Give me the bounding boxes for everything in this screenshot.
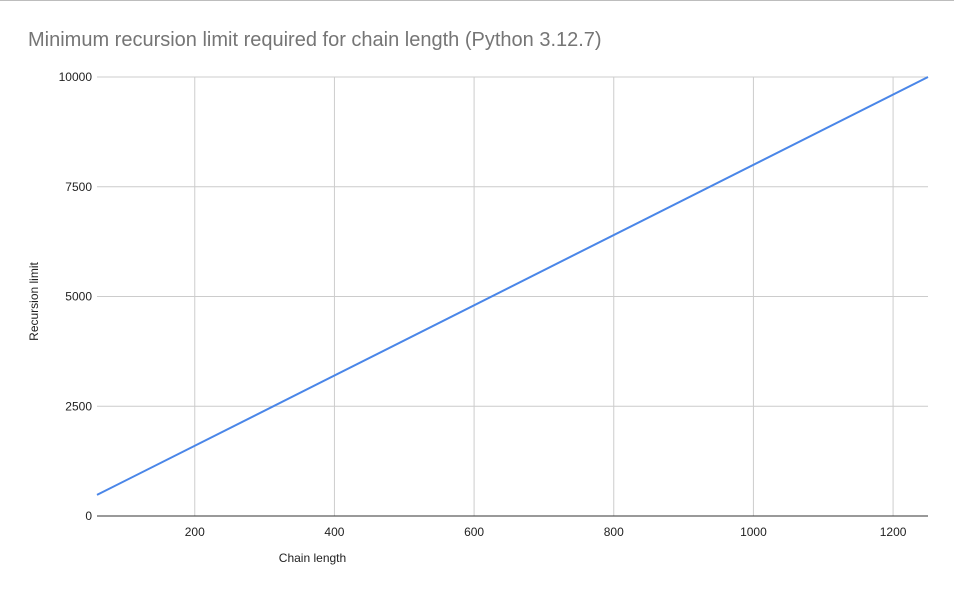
x-tick-label: 600 — [464, 525, 484, 539]
x-axis-title: Chain length — [279, 551, 346, 565]
series-line-1 — [96, 76, 929, 496]
x-tick-label: 1200 — [880, 525, 907, 539]
x-tick-label: 400 — [324, 525, 344, 539]
chart-title: Minimum recursion limit required for cha… — [28, 29, 602, 51]
y-tick-label: 0 — [85, 509, 92, 523]
y-tick-label: 2500 — [65, 399, 92, 413]
x-tick-label: 200 — [185, 525, 205, 539]
y-axis-title: Recursion limit — [27, 261, 41, 340]
x-tick-label: 1000 — [740, 525, 767, 539]
y-tick-label: 5000 — [65, 290, 92, 304]
y-tick-label: 10000 — [59, 70, 93, 84]
y-tick-label: 7500 — [65, 180, 92, 194]
x-tick-label: 800 — [604, 525, 624, 539]
